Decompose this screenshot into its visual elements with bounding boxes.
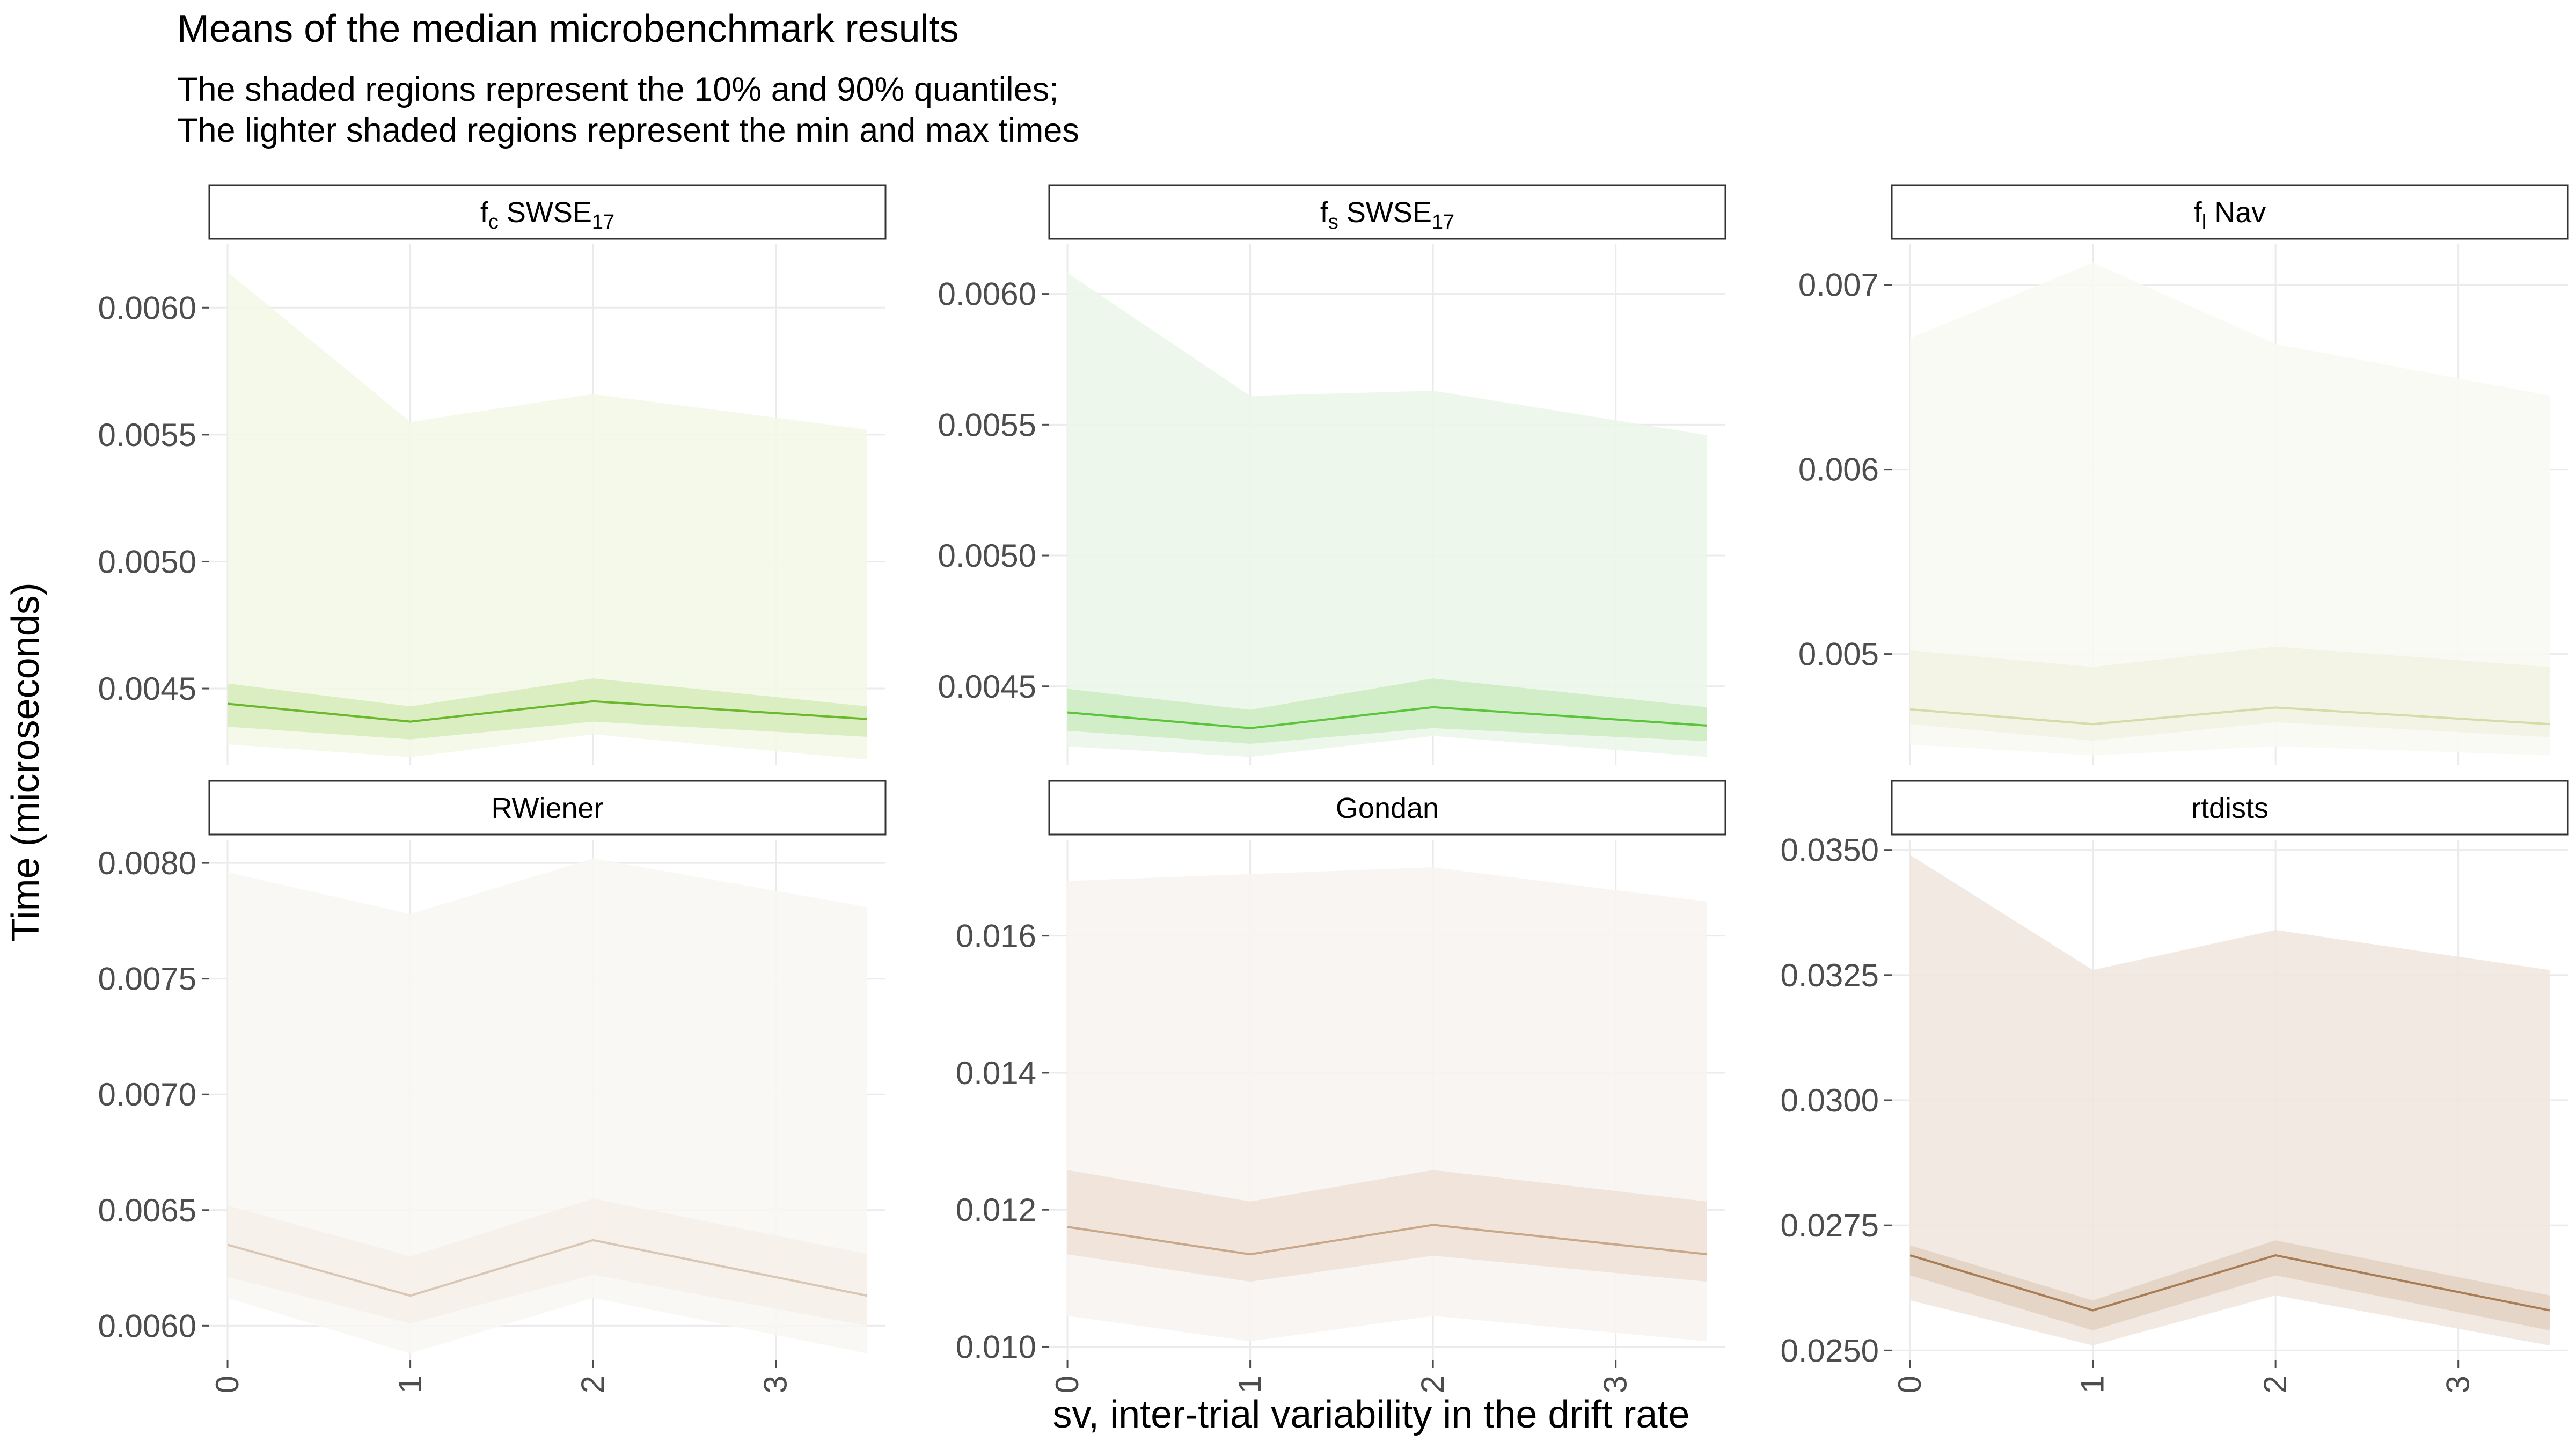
facet-label-rest: SWSE — [499, 196, 592, 229]
y-tick-label: 0.0060 — [98, 1308, 196, 1344]
facet-fs: fs SWSE17 0.0045 0.0050 0.0055 0.0060 — [938, 184, 1726, 765]
chart-subtitle-line-2: The lighter shaded regions represent the… — [177, 112, 1079, 149]
facet-label-subscript-2: 17 — [1432, 211, 1454, 233]
facet-fl: fl Nav 0.005 0.006 0.007 — [1798, 184, 2569, 765]
chart-subtitle-line-1: The shaded regions represent the 10% and… — [177, 71, 1059, 108]
x-tick-label: 1 — [392, 1375, 428, 1393]
facet-strip-label: fc SWSE17 — [480, 196, 614, 233]
facet-strip-label: rtdists — [2191, 792, 2268, 824]
facet-label-subscript-2: 17 — [592, 211, 614, 233]
facet-strip — [208, 184, 887, 240]
facet-label-subscript: c — [488, 211, 499, 233]
quantile-band — [228, 678, 867, 740]
y-tick-label: 0.0045 — [938, 669, 1036, 705]
x-tick-label: 2 — [1415, 1375, 1451, 1393]
facet-label-main: f — [480, 196, 489, 229]
mean-line — [1909, 706, 2550, 726]
y-tick-label: 0.0060 — [98, 290, 196, 326]
facet-label-main: f — [2194, 196, 2202, 229]
facet-strip — [1891, 184, 2569, 240]
y-tick-label: 0.0080 — [98, 845, 196, 881]
y-tick-label: 0.0050 — [98, 544, 196, 580]
x-tick-label: 1 — [1232, 1375, 1268, 1393]
mean-line — [227, 700, 868, 723]
x-tick-label: 3 — [2440, 1375, 2476, 1393]
y-tick-label: 0.005 — [1798, 636, 1879, 672]
quantile-band — [1067, 1170, 1707, 1282]
facet-strip — [208, 780, 887, 836]
y-tick-label: 0.0065 — [98, 1192, 196, 1228]
facet-strip-label: fl Nav — [2194, 196, 2266, 233]
x-tick-label: 0 — [209, 1375, 245, 1393]
facet-label-subscript: l — [2202, 211, 2206, 233]
min-max-band — [1910, 262, 2550, 756]
chart-title: Means of the median microbenchmark resul… — [177, 8, 959, 50]
facet-strip — [1048, 184, 1726, 240]
y-tick-label: 0.0070 — [98, 1077, 196, 1113]
mean-line — [1909, 1254, 2550, 1312]
x-tick-label: 3 — [758, 1375, 794, 1393]
quantile-band — [228, 1198, 867, 1326]
quantile-band — [1067, 678, 1707, 744]
quantile-band — [1910, 1240, 2550, 1330]
facet-gondan: Gondan 0.010 0.012 0.014 0.016 0 1 2 3 — [956, 780, 1726, 1393]
y-tick-label: 0.014 — [956, 1055, 1036, 1091]
x-tick-label: 1 — [2075, 1375, 2111, 1393]
facet-strip — [1048, 780, 1726, 836]
y-axis-title: Time (microseconds) — [4, 582, 47, 941]
y-tick-label: 0.0050 — [938, 538, 1036, 574]
y-tick-label: 0.007 — [1798, 267, 1879, 303]
facet-fc: fc SWSE17 0.0045 0.0050 0.0055 0.0060 — [98, 184, 887, 765]
y-tick-label: 0.0055 — [938, 407, 1036, 443]
quantile-band — [1910, 646, 2550, 741]
y-tick-label: 0.0350 — [1780, 832, 1879, 868]
facet-strip-label: fs SWSE17 — [1320, 196, 1454, 233]
y-tick-label: 0.006 — [1798, 452, 1879, 488]
min-max-band — [1910, 855, 2550, 1345]
facet-rtdists: rtdists 0.0250 0.0275 0.0300 0.0325 0.0350 0 1 2… — [1780, 780, 2569, 1393]
y-tick-label: 0.012 — [956, 1192, 1036, 1228]
x-tick-label: 0 — [1892, 1375, 1928, 1393]
y-tick-label: 0.0060 — [938, 276, 1036, 312]
y-tick-label: 0.0325 — [1780, 957, 1879, 993]
x-tick-label: 2 — [2257, 1375, 2293, 1393]
facet-label-main: Gondan — [1336, 792, 1439, 824]
y-tick-label: 0.0075 — [98, 961, 196, 997]
x-tick-label: 0 — [1049, 1375, 1085, 1393]
facet-label-rest: SWSE — [1338, 196, 1432, 229]
y-tick-label: 0.0300 — [1780, 1082, 1879, 1118]
facet-label-main: RWiener — [491, 792, 603, 824]
mean-line — [227, 1239, 868, 1297]
mean-line — [1067, 706, 1708, 729]
facet-strip — [1891, 780, 2569, 836]
facet-rwiener: RWiener 0.0060 0.0065 0.0070 0.0075 0.0080 0 1 2… — [98, 780, 887, 1393]
facet-strip-label: RWiener — [491, 792, 603, 824]
y-tick-label: 0.0250 — [1780, 1333, 1879, 1368]
facet-label-subscript: s — [1328, 211, 1338, 233]
facet-label-rest: Nav — [2206, 196, 2266, 229]
y-tick-label: 0.0045 — [98, 671, 196, 707]
x-axis-title: sv, inter-trial variability in the drift… — [1052, 1393, 1689, 1436]
y-tick-label: 0.0275 — [1780, 1208, 1879, 1243]
facet-label-main: f — [1320, 196, 1329, 229]
facet-strip-label: Gondan — [1336, 792, 1439, 824]
x-tick-label: 2 — [575, 1375, 611, 1393]
x-tick-label: 3 — [1598, 1375, 1634, 1393]
y-tick-label: 0.0055 — [98, 417, 196, 453]
mean-line — [1067, 1224, 1708, 1256]
min-max-band — [228, 272, 867, 760]
facet-label-main: rtdists — [2191, 792, 2268, 824]
y-tick-label: 0.010 — [956, 1329, 1036, 1365]
min-max-band — [1067, 273, 1707, 757]
y-tick-label: 0.016 — [956, 918, 1036, 954]
